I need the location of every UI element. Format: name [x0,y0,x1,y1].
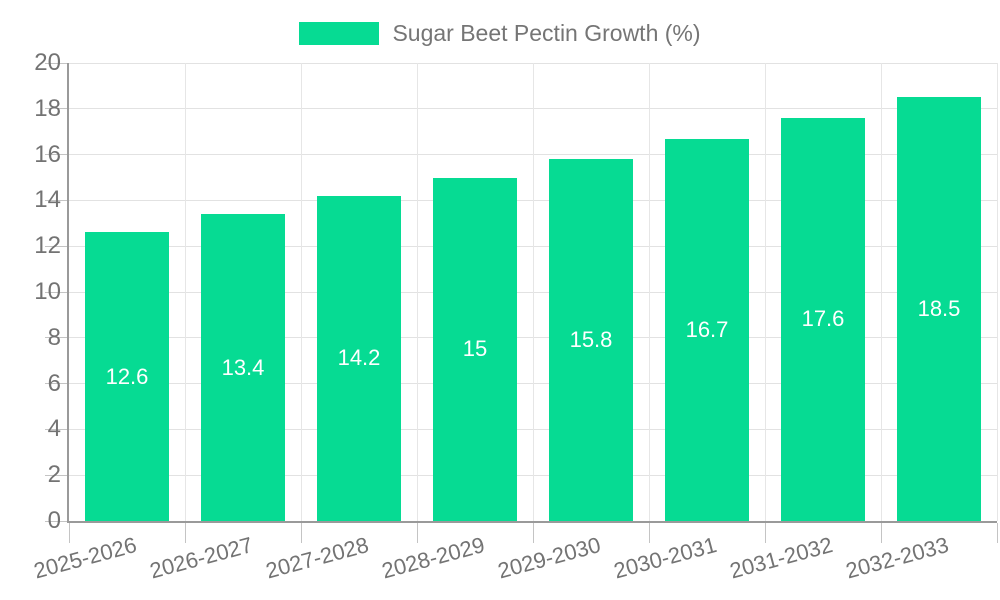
bar-value-label: 18.5 [917,296,961,322]
y-axis-tick [45,245,67,247]
y-axis-tick [45,383,67,385]
y-axis-tick-label: 0 [47,507,61,534]
y-axis-tick-label: 10 [34,278,61,305]
bar-value-label: 17.6 [801,306,845,332]
y-axis-tick-label: 4 [47,415,61,443]
bar-value-label: 14.2 [337,345,381,371]
y-axis-tick [45,291,67,293]
bar-2031-2032[interactable]: 17.6 [781,117,865,521]
legend-swatch-icon [299,22,380,45]
y-axis-tick-label: 14 [34,186,61,214]
y-axis-tick [45,428,67,430]
x-gridline [532,63,534,521]
y-axis-tick [45,62,67,64]
x-gridline [996,63,998,521]
y-axis-tick-label: 18 [34,94,61,122]
bar-2029-2030[interactable]: 15.8 [549,159,633,521]
y-axis-tick-label: 20 [34,49,61,76]
y-axis-tick-label: 6 [47,369,61,397]
x-axis-tick [300,523,302,543]
bar-2026-2027[interactable]: 13.4 [201,214,285,521]
bar-2030-2031[interactable]: 16.7 [665,138,749,521]
x-gridline [416,63,418,521]
y-axis-tick [45,154,67,156]
x-gridline [300,63,302,521]
y-axis-tick [45,337,67,339]
legend-label: Sugar Beet Pectin Growth (%) [392,20,701,46]
y-axis-tick [45,199,67,201]
x-gridline [184,63,186,521]
x-gridline [880,63,882,521]
bar-2032-2033[interactable]: 18.5 [897,97,981,521]
bar-2025-2026[interactable]: 12.6 [85,232,169,521]
x-axis-tick [68,523,70,543]
x-axis-tick [996,523,998,543]
bar-2027-2028[interactable]: 14.2 [317,195,401,521]
y-axis-tick-label: 12 [34,232,61,260]
y-axis-tick [45,108,67,110]
chart-legend[interactable]: Sugar Beet Pectin Growth (%) [0,20,1000,47]
y-axis-tick-label: 8 [47,323,61,351]
y-axis-tick-label: 16 [34,140,61,168]
x-axis-tick [764,523,766,543]
bar-2028-2029[interactable]: 15 [433,177,517,521]
y-axis-tick [45,520,67,522]
x-axis-tick [648,523,650,543]
x-axis-tick [416,523,418,543]
x-axis-tick [880,523,882,543]
bar-value-label: 15 [462,336,488,362]
x-axis-tick [184,523,186,543]
y-axis-tick [45,474,67,476]
plot-area: 0 2 4 6 8 10 12 14 16 18 20 12.6 13.4 14.2 15 15.8 16.7 1… [31,51,998,583]
x-gridline [764,63,766,521]
bar-value-label: 16.7 [685,316,729,342]
y-axis-tick-label: 2 [47,461,61,489]
x-axis-tick [532,523,534,543]
x-gridline [648,63,650,521]
bar-value-label: 12.6 [105,363,149,389]
bar-value-label: 13.4 [221,354,265,380]
bar-value-label: 15.8 [569,327,613,353]
